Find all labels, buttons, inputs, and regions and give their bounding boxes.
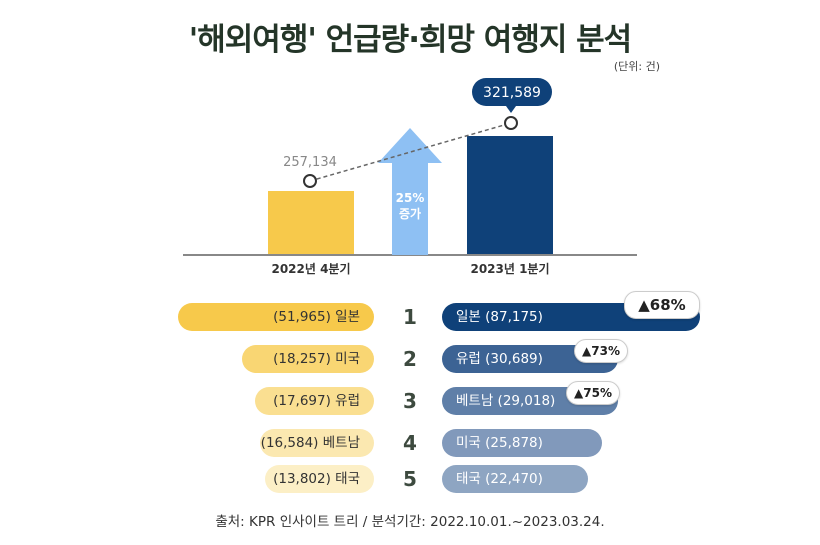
unit-label: (단위: 건) [613,60,660,73]
value-label-2023-q1: 321,589 [483,85,541,101]
bar-2022-q4 [268,191,354,255]
rank-number: 1 [403,305,417,329]
increase-text: 증가 [399,206,421,221]
rank-number: 4 [403,431,417,455]
increase-pct: 25% [396,191,425,205]
right-bar-2023-q1: 미국 (25,878) [442,429,602,457]
rank-number: 3 [403,389,417,413]
bar-2023-q1 [467,136,553,255]
rank-row: (16,584) 베트남 4 미국 (25,878) [0,429,820,459]
page-title: '해외여행' 언급량·희망 여행지 분석 [188,22,632,58]
value-label-2022-q4: 257,134 [283,155,337,170]
left-bar-2022-q4: (17,697) 유럽 [255,387,374,415]
growth-badge: ▲68% [624,291,700,319]
rank-row: (51,965) 일본 1 일본 (87,175) ▲68% [0,291,820,333]
left-bar-2022-q4: (51,965) 일본 [178,303,374,331]
category-label-2022-q4: 2022년 4분기 [271,261,350,276]
rank-row: (17,697) 유럽 3 베트남 (29,018) ▲75% [0,381,820,417]
growth-badge: ▲75% [566,381,620,405]
left-bar-2022-q4: (13,802) 태국 [265,465,374,493]
left-bar-2022-q4: (18,257) 미국 [242,345,374,373]
quarterly-mentions-chart: 25% 증가 257,134 321,589 2022년 4분기 2023년 1… [183,78,637,276]
point-2022-q4 [303,174,317,188]
rank-number: 2 [403,347,417,371]
category-label-2023-q1: 2023년 1분기 [470,261,549,276]
left-bar-2022-q4: (16,584) 베트남 [260,429,374,457]
source-note: 출처: KPR 인사이트 트리 / 분석기간: 2022.10.01.~2023… [215,514,605,530]
rank-number: 5 [403,467,417,491]
increase-arrow: 25% 증가 [378,128,442,255]
rank-row: (13,802) 태국 5 태국 (22,470) [0,465,820,495]
growth-badge: ▲73% [574,339,628,363]
point-2023-q1 [504,116,518,130]
rank-row: (18,257) 미국 2 유럽 (30,689) ▲73% [0,339,820,375]
right-bar-2023-q1: 태국 (22,470) [442,465,588,493]
value-callout-2023-q1: 321,589 [472,78,552,113]
